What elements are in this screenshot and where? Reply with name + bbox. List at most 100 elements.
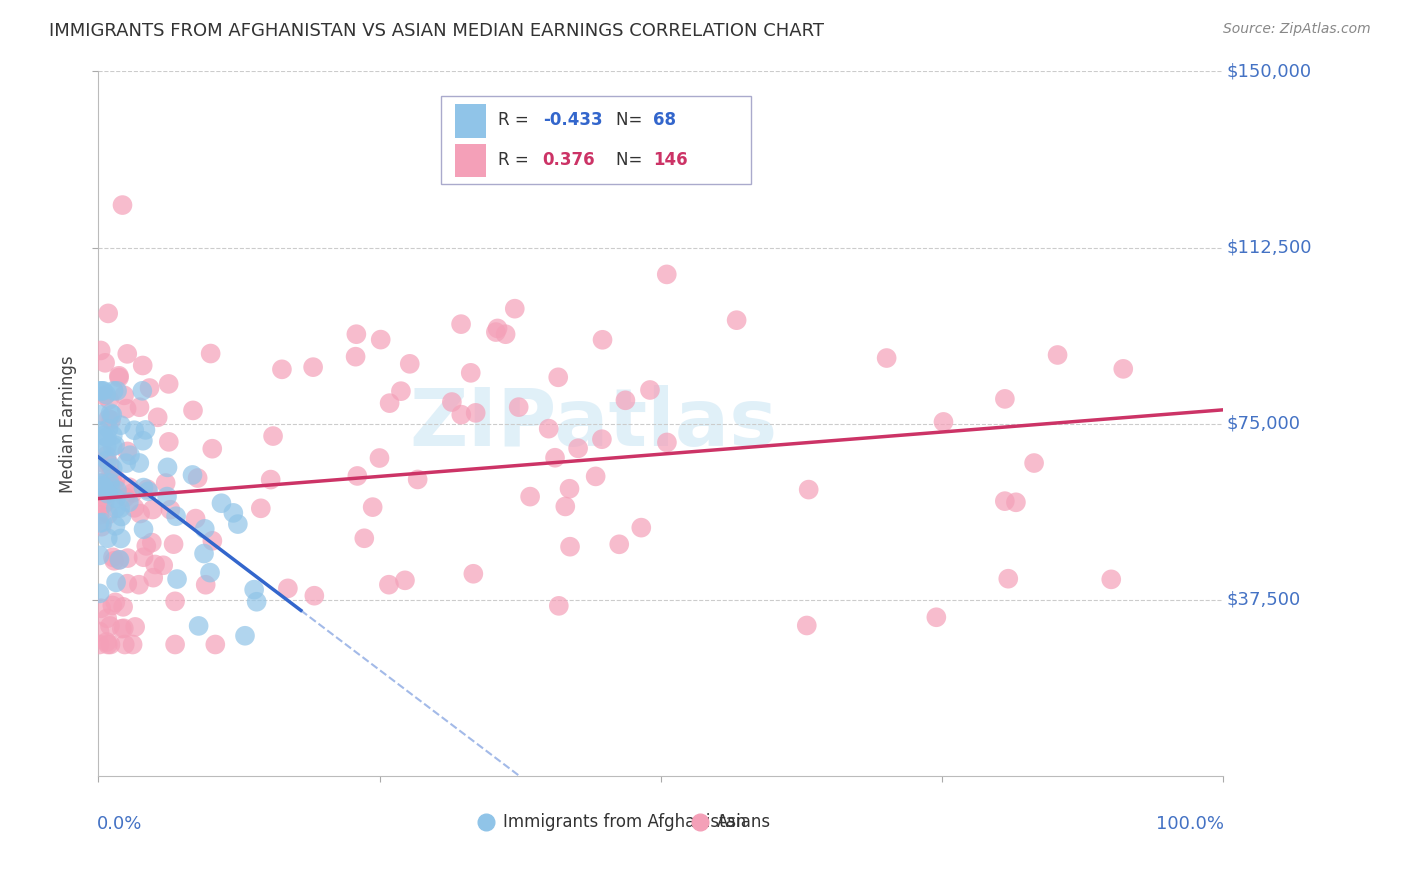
- Point: [105, 491, 128, 506]
- Point: [118, 448, 141, 462]
- Point: [111, 622, 134, 636]
- Point: [94, 356, 117, 370]
- Point: [110, 509, 132, 524]
- Point: [136, 482, 159, 496]
- Point: [346, 469, 368, 483]
- Point: [111, 198, 134, 212]
- Text: 100.0%: 100.0%: [1156, 814, 1225, 833]
- Point: [101, 428, 124, 442]
- Point: [101, 440, 124, 454]
- Point: [378, 396, 401, 410]
- Point: [361, 500, 384, 515]
- Point: [122, 423, 145, 437]
- Point: [547, 599, 569, 613]
- Point: [104, 518, 127, 533]
- Point: [994, 392, 1017, 406]
- Point: [101, 408, 124, 422]
- Point: [162, 537, 184, 551]
- Point: [1022, 456, 1045, 470]
- Point: [211, 496, 233, 510]
- Text: N=: N=: [616, 151, 647, 169]
- Point: [165, 509, 187, 524]
- Point: [485, 325, 508, 339]
- Point: [112, 621, 135, 635]
- Point: [108, 368, 131, 383]
- Point: [638, 383, 661, 397]
- Point: [997, 572, 1019, 586]
- Text: R =: R =: [498, 112, 534, 129]
- Point: [157, 434, 180, 449]
- Point: [98, 475, 121, 490]
- Point: [204, 638, 226, 652]
- Point: [91, 498, 114, 512]
- Text: IMMIGRANTS FROM AFGHANISTAN VS ASIAN MEDIAN EARNINGS CORRELATION CHART: IMMIGRANTS FROM AFGHANISTAN VS ASIAN MED…: [49, 22, 824, 40]
- Point: [592, 333, 614, 347]
- Point: [193, 547, 215, 561]
- Point: [112, 388, 135, 402]
- Point: [121, 638, 143, 652]
- Point: [96, 440, 118, 454]
- Point: [100, 413, 122, 427]
- Point: [152, 558, 174, 573]
- Point: [97, 486, 120, 500]
- Point: [187, 471, 209, 485]
- Point: [246, 595, 269, 609]
- Point: [104, 472, 127, 486]
- Point: [302, 360, 325, 375]
- Point: [128, 456, 150, 470]
- Point: [142, 571, 165, 585]
- Point: [97, 421, 120, 435]
- Point: [440, 395, 463, 409]
- Point: [222, 506, 245, 520]
- Point: [128, 401, 150, 415]
- Point: [105, 483, 128, 498]
- Point: [655, 435, 678, 450]
- Point: [925, 610, 948, 624]
- Text: $112,500: $112,500: [1226, 238, 1312, 257]
- Point: [132, 522, 155, 536]
- Point: [96, 387, 118, 401]
- Point: [93, 428, 115, 442]
- Point: [101, 461, 124, 475]
- Point: [114, 638, 136, 652]
- Point: [97, 411, 120, 425]
- Text: -0.433: -0.433: [543, 112, 602, 129]
- Point: [114, 491, 136, 505]
- Point: [100, 479, 122, 493]
- Point: [89, 516, 111, 530]
- Point: [1046, 348, 1069, 362]
- Point: [797, 483, 820, 497]
- Point: [108, 501, 131, 516]
- Point: [277, 582, 299, 596]
- Point: [100, 406, 122, 420]
- Point: [198, 566, 221, 580]
- Point: [558, 540, 581, 554]
- Point: [110, 532, 132, 546]
- Point: [544, 450, 567, 465]
- Point: [91, 475, 114, 490]
- Text: Source: ZipAtlas.com: Source: ZipAtlas.com: [1223, 22, 1371, 37]
- Point: [91, 384, 114, 398]
- Point: [100, 638, 122, 652]
- Text: $75,000: $75,000: [1226, 415, 1301, 433]
- Point: [156, 490, 179, 504]
- Point: [112, 599, 135, 614]
- Point: [262, 429, 284, 443]
- Point: [353, 531, 375, 545]
- Point: [90, 601, 112, 615]
- Point: [91, 516, 114, 530]
- Point: [124, 620, 146, 634]
- Point: [567, 442, 589, 456]
- Text: $37,500: $37,500: [1226, 591, 1301, 609]
- Point: [201, 533, 224, 548]
- Point: [103, 384, 125, 398]
- Text: 146: 146: [652, 151, 688, 169]
- Point: [108, 370, 131, 384]
- Point: [165, 638, 187, 652]
- Text: 68: 68: [652, 112, 676, 129]
- Text: 0.376: 0.376: [543, 151, 595, 169]
- Point: [118, 495, 141, 509]
- Point: [141, 535, 163, 549]
- Point: [463, 566, 485, 581]
- Text: ZIPatlas: ZIPatlas: [409, 384, 778, 463]
